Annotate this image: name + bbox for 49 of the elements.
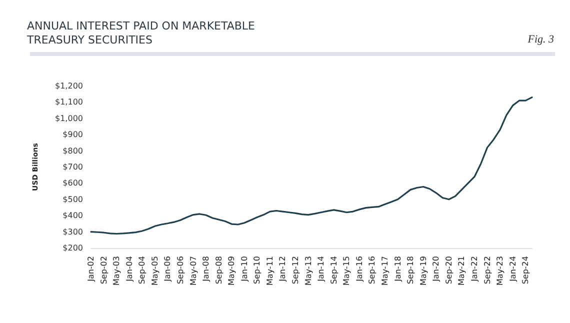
y-tick-label: $200 [62,244,83,252]
x-tick-label: Jan-06 [163,256,172,282]
x-tick-label: May-05 [150,256,160,286]
y-tick-label: $800 [62,146,83,156]
y-tick-label: $1,100 [55,98,83,107]
x-tick-label: May-15 [342,256,352,286]
x-tick-label: Sep-14 [329,256,338,284]
x-tick-label: May-17 [380,256,390,286]
line-series [90,96,533,235]
y-tick-label: $300 [62,227,83,236]
x-tick-label: May-09 [227,256,236,286]
x-tick-label: Jan-08 [202,256,211,282]
x-tick-label: Jan-04 [124,256,134,282]
caption: Fig. 3 [526,34,554,46]
x-tick-label: Jan-18 [393,256,402,282]
x-tick-label: May-11 [265,256,274,286]
y-tick-label: $500 [62,194,83,204]
x-tick-label: Sep-10 [252,256,262,284]
x-tick-label: Jan-10 [240,256,249,282]
x-tick-label: May-03 [112,256,122,286]
x-tick-label: Sep-02 [99,256,108,284]
y-tick-label: $700 [62,162,83,172]
y-tick-label: $400 [62,211,83,220]
y-tick-label: $1,200 [55,82,83,90]
y-tick-label: $1,000 [55,114,83,123]
x-tick-label: Sep-18 [406,256,416,284]
x-tick-label: Jan-22 [470,256,479,282]
x-tick-label: Sep-04 [138,256,147,284]
x-tick-label: Jan-14 [316,256,326,282]
x-tick-label: Jan-20 [432,256,441,282]
x-tick-label: May-13 [304,256,313,286]
x-tick-label: Sep-12 [291,256,300,284]
y-tick-label: $900 [62,130,83,140]
x-tick-label: May-19 [418,256,428,286]
chart-title: ANNUAL INTEREST PAID ON MARKETABLE TREASURY SECURITIES [26,20,256,46]
x-tick-label: Jan-16 [354,256,364,282]
x-tick-label: Jan-24 [508,256,518,282]
x-tick-label: Sep-08 [214,256,224,284]
x-tick-label: Sep-06 [176,256,185,284]
y-tick-label: $600 [62,178,83,188]
x-tick-label: Jan-02 [86,256,96,282]
x-tick-label: May-07 [188,256,198,286]
x-tick-label: May-21 [457,256,466,286]
x-tick-label: Sep-20 [444,256,454,284]
x-tick-label: Jan-12 [278,256,288,282]
x-tick-label: Sep-24 [521,256,530,284]
x-tick-label: May-23 [496,256,505,286]
x-tick-label: Sep-22 [482,256,492,284]
x-tick-label: Sep-16 [368,256,377,284]
